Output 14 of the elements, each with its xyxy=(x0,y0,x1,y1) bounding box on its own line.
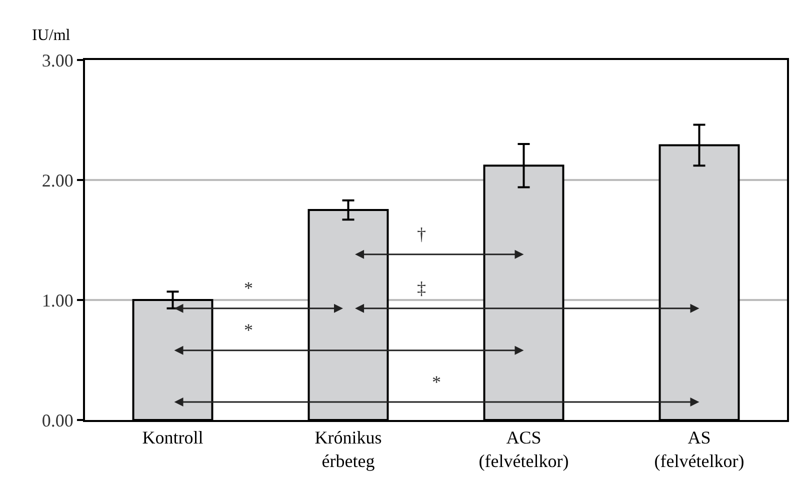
y-axis-title: IU/ml xyxy=(32,27,71,44)
x-tick-label: ACS (felvételkor) xyxy=(478,428,569,471)
y-tick-label: 3.00 xyxy=(42,50,74,70)
y-tick-label: 1.00 xyxy=(42,290,74,310)
y-tick-label: 2.00 xyxy=(42,170,74,190)
annotation: † xyxy=(417,224,426,244)
x-tick-label: AS (felvételkor) xyxy=(654,428,744,471)
x-tick-label: Kontroll xyxy=(142,428,204,448)
annotation: * xyxy=(432,372,441,392)
annotation: * xyxy=(244,278,253,298)
annotation: * xyxy=(244,320,253,340)
y-tick-label: 0.00 xyxy=(42,410,74,430)
x-tick-label: Krónikus érbeteg xyxy=(314,428,382,471)
annotation: ‡ xyxy=(417,278,426,298)
